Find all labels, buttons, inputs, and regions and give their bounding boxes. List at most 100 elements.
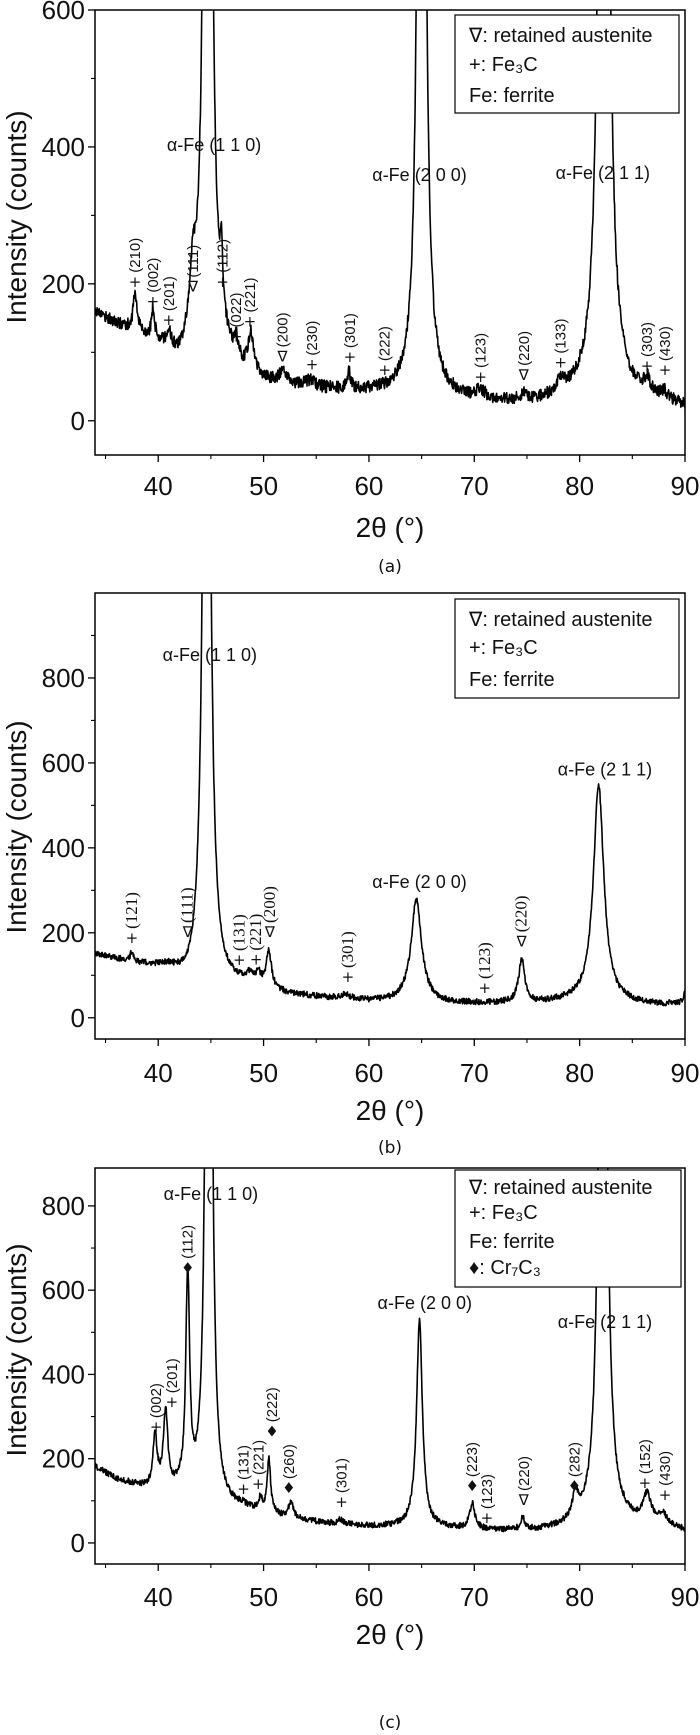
peak-hkl-label: (022) bbox=[228, 293, 245, 328]
x-tick-label: 90 bbox=[671, 1058, 700, 1088]
peak-marker-symbol: + bbox=[150, 1418, 163, 1436]
peak-marker-symbol: ♦ bbox=[568, 1477, 581, 1495]
phase-label: α-Fe (2 1 1) bbox=[558, 760, 652, 780]
peak-marker-symbol: + bbox=[126, 929, 139, 947]
plot-frame bbox=[94, 1167, 686, 1565]
peak-marker-symbol: + bbox=[342, 968, 355, 986]
peak-hkl-label: (131) bbox=[236, 1445, 253, 1480]
x-tick-label: 80 bbox=[565, 1058, 594, 1088]
phase-label: α-Fe (1 1 0) bbox=[164, 1184, 258, 1204]
peak-hkl-label: (201) bbox=[164, 1358, 181, 1393]
phase-label: α-Fe (2 0 0) bbox=[372, 165, 466, 185]
peak-hkl-label: (220) bbox=[512, 895, 531, 932]
plot-frame bbox=[94, 9, 686, 456]
panel-caption: (a) bbox=[378, 557, 402, 577]
peak-hkl-label: (221) bbox=[246, 914, 265, 951]
phase-label: α-Fe (2 1 1) bbox=[556, 163, 650, 183]
x-tick-label: 70 bbox=[460, 471, 489, 501]
peak-marker-symbol: ♦ bbox=[282, 1479, 295, 1497]
peak-hkl-label: (131) bbox=[229, 914, 248, 951]
peak-marker-symbol: ∇ bbox=[187, 278, 199, 296]
plot-frame bbox=[94, 592, 686, 1040]
legend-entry: ∇: retained austenite bbox=[468, 25, 653, 47]
peak-marker-symbol: ∇ bbox=[277, 347, 289, 365]
peak-marker-symbol: ∇ bbox=[518, 366, 530, 384]
peak-hkl-label: (301) bbox=[334, 1458, 351, 1493]
peak-hkl-label: (220) bbox=[516, 1456, 533, 1491]
x-tick-label: 90 bbox=[671, 471, 700, 501]
peak-marker-symbol: + bbox=[166, 1393, 179, 1411]
peak-hkl-label: (222) bbox=[377, 326, 394, 361]
legend-box bbox=[454, 598, 680, 699]
legend-entry: +: Fe₃C bbox=[469, 54, 538, 76]
peak-hkl-label: (223) bbox=[464, 1442, 481, 1477]
x-tick-label: 70 bbox=[460, 1582, 489, 1612]
y-tick-label: 400 bbox=[42, 833, 85, 863]
phase-label: α-Fe (2 0 0) bbox=[372, 872, 466, 892]
y-axis-title: Intensity (counts) bbox=[1, 110, 32, 323]
peak-marker-symbol: + bbox=[639, 1474, 652, 1492]
peak-hkl-label: (133) bbox=[553, 319, 570, 354]
x-axis-title: 2θ (°) bbox=[356, 1619, 425, 1650]
legend-box bbox=[454, 1169, 682, 1288]
xrd-curve bbox=[95, 10, 685, 409]
phase-label: α-Fe (1 1 0) bbox=[167, 135, 261, 155]
y-tick-label: 200 bbox=[42, 918, 85, 948]
peak-hkl-label: (111) bbox=[178, 887, 197, 923]
legend-entry: ∇: retained austenite bbox=[468, 1177, 653, 1199]
peak-marker-symbol: + bbox=[233, 951, 246, 969]
x-tick-label: 80 bbox=[565, 1582, 594, 1612]
x-tick-label: 50 bbox=[249, 1582, 278, 1612]
peak-hkl-label: (201) bbox=[161, 276, 178, 311]
peak-hkl-label: (430) bbox=[657, 1451, 674, 1486]
peak-marker-symbol: + bbox=[554, 354, 567, 372]
peak-hkl-label: (301) bbox=[338, 931, 357, 968]
peak-hkl-label: (301) bbox=[342, 313, 359, 348]
peak-hkl-label: (230) bbox=[304, 321, 321, 356]
peak-marker-symbol: ∇ bbox=[518, 1491, 530, 1509]
peak-hkl-label: (220) bbox=[516, 331, 533, 366]
legend-entry: ∇: retained austenite bbox=[468, 609, 653, 631]
peak-marker-symbol: + bbox=[641, 357, 654, 375]
x-tick-label: 70 bbox=[460, 1058, 489, 1088]
peak-marker-symbol: + bbox=[244, 313, 257, 331]
legend-entry: Fe: ferrite bbox=[469, 669, 555, 691]
peak-marker-symbol: ∇ bbox=[516, 932, 528, 950]
phase-label: α-Fe (2 0 0) bbox=[378, 1293, 472, 1313]
legend-entry: ♦: Cr₇C₃ bbox=[469, 1257, 541, 1279]
peak-hkl-label: (282) bbox=[566, 1442, 583, 1477]
y-tick-label: 800 bbox=[42, 1191, 85, 1221]
peak-hkl-label: (303) bbox=[639, 322, 656, 357]
legend-entry: +: Fe₃C bbox=[469, 1202, 538, 1224]
legend-entry: Fe: ferrite bbox=[469, 85, 555, 107]
legend-entry: Fe: ferrite bbox=[469, 1231, 555, 1253]
y-tick-label: 600 bbox=[42, 748, 85, 778]
chart-panel-b: 0 200 400 600 800 40 50 60 70 80 90 2θ (°) Intensity… bbox=[1, 592, 700, 1158]
peak-hkl-label: (112) bbox=[214, 239, 231, 273]
peak-marker-symbol: ♦ bbox=[181, 1259, 194, 1277]
y-tick-label: 0 bbox=[71, 1528, 85, 1558]
peak-marker-symbol: + bbox=[344, 348, 357, 366]
y-tick-label: 200 bbox=[42, 269, 85, 299]
panel-caption: (b) bbox=[378, 1138, 402, 1158]
xrd-curve bbox=[95, 593, 685, 1007]
peak-marker-symbol: + bbox=[216, 273, 229, 291]
panel-caption: (c) bbox=[379, 1713, 402, 1733]
peak-marker-symbol: + bbox=[474, 368, 487, 386]
y-tick-label: 600 bbox=[42, 1275, 85, 1305]
peak-hkl-label: (123) bbox=[475, 942, 494, 979]
peak-marker-symbol: + bbox=[147, 293, 160, 311]
peak-marker-symbol: + bbox=[162, 311, 175, 329]
y-axis-title: Intensity (counts) bbox=[1, 720, 32, 933]
peak-hkl-label: (111) bbox=[185, 245, 202, 278]
peak-marker-symbol: + bbox=[237, 1480, 250, 1498]
peak-marker-symbol: ∇ bbox=[264, 923, 276, 941]
x-tick-label: 40 bbox=[144, 1058, 173, 1088]
y-tick-label: 600 bbox=[42, 0, 85, 25]
x-tick-label: 60 bbox=[354, 1582, 383, 1612]
x-tick-label: 60 bbox=[354, 471, 383, 501]
peak-hkl-label: (260) bbox=[281, 1444, 298, 1479]
peak-marker-symbol: + bbox=[479, 979, 492, 997]
peak-marker-symbol: + bbox=[230, 328, 243, 346]
